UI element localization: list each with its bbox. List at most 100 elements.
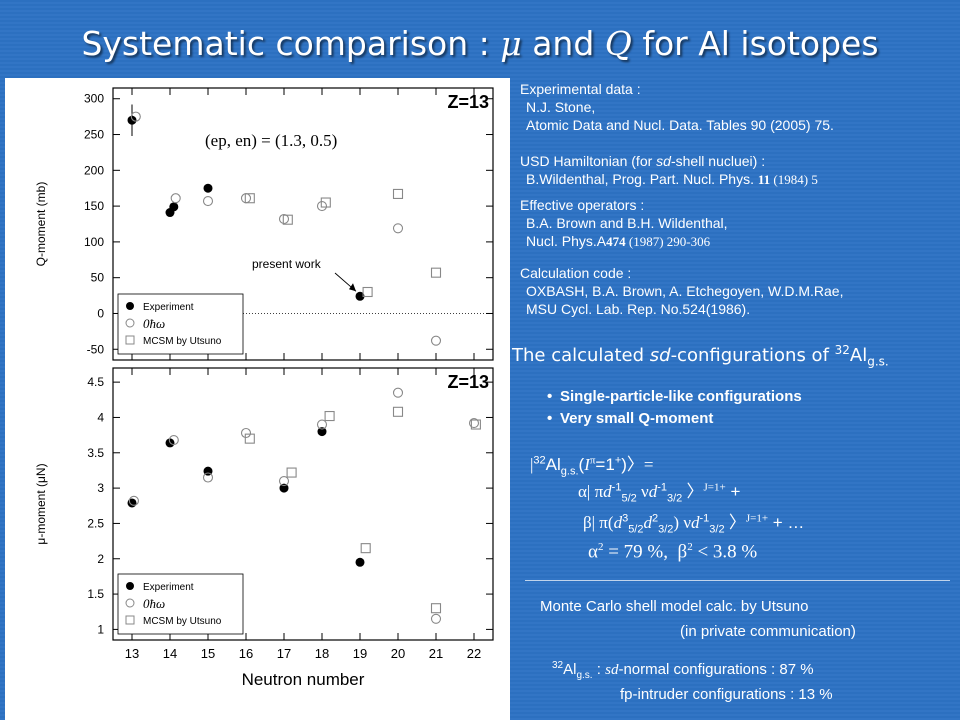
legend-mcsm-label: MCSM by Utsuno: [143, 336, 222, 347]
zero-hw-point: [430, 335, 442, 346]
calc-heading-pre: The calculated: [512, 345, 650, 366]
usd-line: B.Wildenthal, Prog. Part. Nucl. Phys. 11…: [520, 170, 818, 189]
divider: [525, 580, 950, 581]
mcsm-point: [286, 467, 297, 478]
zero-hw-point: [168, 435, 179, 446]
wf3-d1: d: [613, 513, 623, 532]
plot-frame: [112, 367, 494, 641]
wf2-nu: ν: [636, 482, 649, 501]
legend-mcsm-marker: [125, 335, 135, 345]
wf3-d3-sub: 3/2: [709, 523, 725, 536]
mcsm-point: [430, 267, 442, 278]
z-label: Z=13: [447, 92, 489, 112]
y-tick-label: 0: [97, 306, 104, 320]
wf1-spin: =1: [595, 455, 615, 474]
wf3-d2-sup: 2: [651, 512, 659, 525]
usd-head-pre: USD Hamiltonian (for: [520, 153, 657, 169]
configs-element: Al: [563, 661, 577, 678]
title-mid: and: [521, 24, 605, 63]
wf3-close: ): [673, 513, 680, 532]
exp-heading: Experimental data :: [520, 81, 641, 97]
legend-zero-hw-label: 0ħω: [143, 596, 165, 611]
zero-hw-point: [278, 475, 290, 487]
experiment-point: [355, 291, 365, 301]
usd-reference: USD Hamiltonian (for sd-shell nucluei) :…: [520, 152, 818, 189]
mcsm-point: [244, 193, 255, 204]
x-tick-label: 13: [125, 646, 139, 661]
wf2-d2-sup: -1: [657, 481, 667, 494]
wf2-d1-sub: 5/2: [621, 492, 637, 505]
wavefunction-line-2: α| πd-15/2 νd-13/2 〉J=1+ +: [578, 477, 740, 504]
mcsm-point: [470, 419, 481, 430]
z-label: Z=13: [447, 372, 489, 392]
wf1-parity: +: [614, 454, 622, 467]
y-tick-label: 2: [97, 552, 104, 566]
bullet-text: Very small Q-moment: [560, 410, 714, 427]
mcsm-point: [324, 410, 335, 422]
experimental-data-reference: Experimental data : N.J. Stone, Atomic D…: [520, 80, 834, 134]
eff-line-2: Nucl. Phys.A474 (1987) 290-306: [520, 232, 728, 251]
fp-intruder-configurations: fp-intruder configurations : 13 %: [620, 686, 833, 703]
legend-zero-hw-marker: [125, 598, 135, 608]
exp-line-2: Atomic Data and Nucl. Data. Tables 90 (2…: [526, 117, 834, 133]
experiment-point: [203, 183, 213, 193]
zero-hw-point: [128, 495, 139, 506]
wavefunction-line-1: |32Alg.s.(Iπ=1+)〉=: [530, 450, 654, 477]
experiment-point: [127, 498, 137, 508]
mcsm-point: [282, 214, 293, 225]
y-tick-label: 3.5: [87, 446, 104, 460]
y-tick-label: 200: [84, 163, 104, 177]
calc-heading-element: Al: [849, 345, 868, 366]
sd-normal-configurations: 32Alg.s. : sd-normal configurations : 87…: [552, 660, 814, 681]
zero-hw-point: [468, 418, 480, 429]
y-tick-label: 250: [84, 128, 104, 142]
title-post: for Al isotopes: [631, 24, 879, 63]
x-tick-label: 20: [391, 646, 405, 661]
y-tick-label: 1.5: [87, 587, 104, 601]
beta-value: < 3.8 %: [692, 541, 758, 563]
zero-hw-point: [392, 223, 404, 234]
plot-panel: -50 0 50 100 150 200 250 300 Z=13 Q-moment (mb) Ex…: [5, 78, 510, 720]
configs-mass: 32: [552, 660, 564, 671]
alpha-value: = 79 %,: [603, 541, 669, 563]
zero-hw-point: [430, 613, 442, 624]
x-tick-label: 15: [201, 646, 215, 661]
wf2-d1: d: [603, 482, 612, 501]
wf1-parity-pi: π: [589, 454, 596, 467]
x-tick-label: 18: [315, 646, 329, 661]
eff-line-1: B.A. Brown and B.H. Wildenthal,: [526, 215, 728, 231]
slide-title: Systematic comparison : μ and Q for Al i…: [0, 24, 960, 63]
wf1-close: ): [621, 455, 627, 474]
wf3-d1-sup: 3: [622, 512, 629, 525]
legend-experiment-marker: [126, 582, 134, 590]
alpha-symbol: α: [588, 541, 598, 563]
calculated-configurations-heading: The calculated sd-configurations of 32Al…: [512, 343, 889, 369]
wf2-j: J=1+: [703, 481, 726, 494]
experiment-point: [279, 483, 289, 493]
y-tick-label: 300: [84, 92, 104, 106]
wf3-d2: d: [643, 513, 652, 532]
wf3-d3: d: [691, 513, 700, 532]
title-mu-symbol: μ: [500, 24, 522, 63]
wf3-d3-sup: -1: [699, 512, 710, 525]
x-tick-label: 21: [429, 646, 443, 661]
wf3-plus: + …: [768, 513, 805, 532]
y-tick-label: -50: [87, 342, 105, 356]
mcsm-point: [392, 188, 404, 199]
usd-line-post: (1984) 5: [770, 172, 818, 187]
mcsm-point: [320, 197, 331, 208]
configs-colon: :: [592, 661, 606, 678]
y-tick-label: 50: [91, 271, 105, 285]
beta-exponent: 2: [687, 541, 693, 553]
wf3-d2-sub: 3/2: [658, 523, 674, 536]
configs-sd: sd: [605, 662, 619, 678]
y-tick-label: 1: [97, 622, 104, 636]
bullet-text: Single-particle-like configurations: [560, 388, 802, 405]
mcsm-point: [430, 603, 442, 614]
calc-heading-italic: sd: [649, 345, 671, 366]
legend-experiment-label: Experiment: [143, 582, 194, 593]
y-axis-label: Q-moment (mb): [34, 182, 48, 267]
zero-hw-point: [392, 387, 404, 398]
zero-hw-point: [202, 196, 214, 207]
usd-head-italic: sd: [656, 153, 671, 169]
